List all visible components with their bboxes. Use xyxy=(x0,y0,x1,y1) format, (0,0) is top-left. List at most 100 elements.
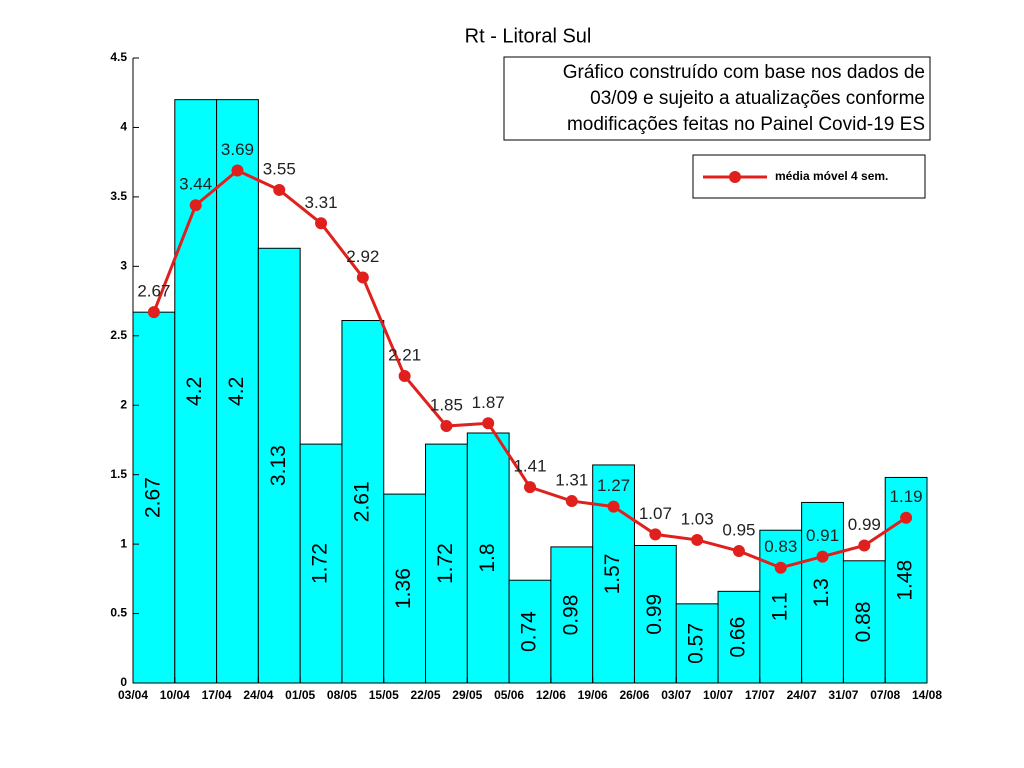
x-tick-label: 29/05 xyxy=(452,688,482,702)
line-point xyxy=(189,199,202,212)
annotation-box xyxy=(503,56,931,141)
y-tick-label: 4.5 xyxy=(110,50,127,64)
bar-label: 1.72 xyxy=(309,543,332,584)
line-point xyxy=(273,183,286,196)
bar xyxy=(174,99,218,684)
annotation-text: modificações feitas no Painel Covid-19 E… xyxy=(567,114,925,135)
bar xyxy=(257,247,301,684)
x-tick-label: 12/06 xyxy=(536,688,566,702)
point-label: 0.83 xyxy=(764,537,797,556)
bar-label: 1.1 xyxy=(768,592,791,621)
x-tick-label: 26/06 xyxy=(619,688,649,702)
y-tick-label: 0.5 xyxy=(110,606,127,620)
y-tick-label: 3 xyxy=(120,259,127,273)
line-point xyxy=(440,420,453,433)
bar-label: 2.61 xyxy=(350,481,373,522)
bar-label: 1.57 xyxy=(601,554,624,595)
point-label: 1.03 xyxy=(681,509,714,528)
x-tick-label: 07/08 xyxy=(870,688,900,702)
point-label: 1.19 xyxy=(890,487,923,506)
bar-label: 1.72 xyxy=(434,543,457,584)
line-point xyxy=(732,545,745,558)
point-label: 3.44 xyxy=(179,175,212,194)
point-label: 1.07 xyxy=(639,504,672,523)
y-tick-label: 3.5 xyxy=(110,189,127,203)
line-point xyxy=(231,164,244,177)
point-label: 2.21 xyxy=(388,346,421,365)
line-point xyxy=(649,528,662,541)
legend-label: média móvel 4 sem. xyxy=(775,169,888,183)
line-point xyxy=(524,481,536,494)
point-label: 1.41 xyxy=(513,457,546,476)
bar xyxy=(425,443,468,684)
x-tick-label: 01/05 xyxy=(285,688,315,702)
legend-marker xyxy=(729,171,741,183)
bar-label: 0.74 xyxy=(518,611,541,652)
point-label: 0.99 xyxy=(848,515,881,534)
point-label: 1.27 xyxy=(597,476,630,495)
line-point xyxy=(482,417,495,430)
annotation-text: Gráfico construído com base nos dados de xyxy=(563,62,925,83)
x-tick-label: 10/07 xyxy=(703,688,733,702)
line-point xyxy=(774,561,787,574)
line-point xyxy=(398,370,411,383)
point-label: 2.92 xyxy=(346,247,379,266)
y-tick-label: 2 xyxy=(120,397,127,411)
annotation-text: 03/09 e sujeito a atualizações conforme xyxy=(590,88,925,109)
bar xyxy=(759,529,803,684)
bar-label: 0.57 xyxy=(685,623,708,664)
bar-label: 3.13 xyxy=(267,445,290,486)
bar xyxy=(508,579,552,684)
bar-label: 1.8 xyxy=(476,543,499,572)
x-tick-label: 24/04 xyxy=(243,688,273,702)
bar-label: 1.3 xyxy=(810,578,833,607)
bar-label: 4.2 xyxy=(225,377,248,406)
bar-label: 4.2 xyxy=(183,377,206,406)
bar-label: 0.98 xyxy=(559,595,582,636)
x-tick-label: 31/07 xyxy=(828,688,858,702)
y-tick-label: 1.5 xyxy=(110,467,127,481)
line-point xyxy=(356,271,369,284)
point-label: 3.31 xyxy=(305,193,338,212)
bar xyxy=(842,560,886,684)
y-tick-label: 2.5 xyxy=(110,328,127,342)
x-tick-label: 17/07 xyxy=(745,688,775,702)
point-label: 3.69 xyxy=(221,140,254,159)
x-tick-label: 22/05 xyxy=(411,688,441,702)
line-point xyxy=(147,306,160,319)
line-point xyxy=(565,495,578,508)
bar-label: 0.88 xyxy=(852,601,875,642)
x-tick-label: 03/04 xyxy=(118,688,148,702)
bar xyxy=(132,311,176,684)
x-tick-label: 24/07 xyxy=(787,688,817,702)
bar-label: 0.99 xyxy=(643,594,666,635)
line-point xyxy=(816,550,829,563)
point-label: 1.31 xyxy=(555,471,588,490)
bar xyxy=(341,320,385,684)
point-label: 0.95 xyxy=(722,521,755,540)
x-tick-label: 15/05 xyxy=(369,688,399,702)
x-tick-label: 19/06 xyxy=(578,688,608,702)
chart-title: Rt - Litoral Sul xyxy=(465,25,592,47)
x-tick-label: 05/06 xyxy=(494,688,524,702)
x-tick-label: 08/05 xyxy=(327,688,357,702)
line-point xyxy=(607,500,620,513)
bar xyxy=(801,501,844,684)
bar-label: 1.48 xyxy=(894,560,917,601)
y-tick-label: 0 xyxy=(120,675,127,689)
point-label: 0.91 xyxy=(806,526,839,545)
x-tick-label: 03/07 xyxy=(661,688,691,702)
y-tick-label: 4 xyxy=(120,120,127,134)
line-point xyxy=(691,533,704,546)
line-point xyxy=(858,539,871,552)
point-label: 2.67 xyxy=(137,282,170,301)
x-tick-label: 10/04 xyxy=(160,688,190,702)
point-label: 1.87 xyxy=(472,393,505,412)
point-label: 3.55 xyxy=(263,159,296,178)
x-tick-label: 14/08 xyxy=(912,688,942,702)
bar-label: 1.36 xyxy=(392,568,415,609)
x-tick-label: 17/04 xyxy=(202,688,232,702)
y-tick-label: 1 xyxy=(120,536,127,550)
line-point xyxy=(315,217,328,230)
